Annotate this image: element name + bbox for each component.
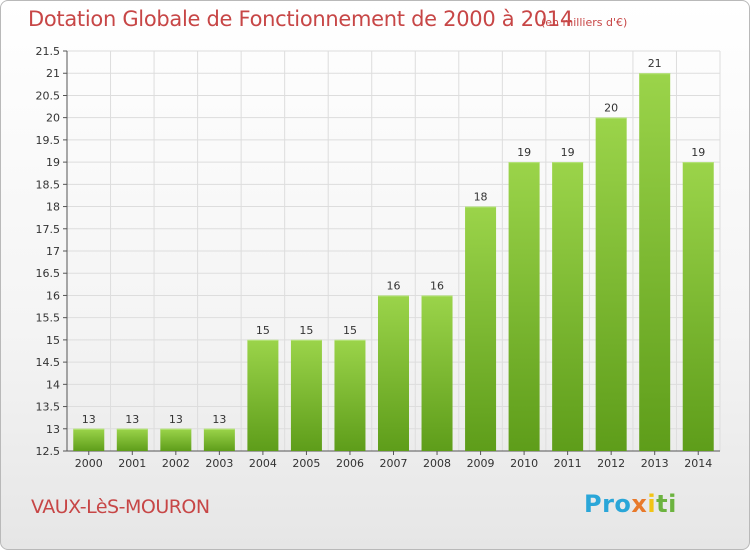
x-tick-label: 2014	[684, 457, 712, 470]
labels: 12.5 13 13.5 14 14.5 15 15.5 16 16.5 17 17.5 18 18.5…	[36, 45, 713, 470]
bars	[73, 73, 714, 452]
x-tick-label: 2010	[510, 457, 538, 470]
x-tick-label: 2007	[380, 457, 408, 470]
logo-part-2: x	[631, 490, 648, 518]
bar	[595, 117, 627, 452]
x-tick-label: 2012	[597, 457, 625, 470]
x-tick-label: 2002	[162, 457, 190, 470]
bar-value-label: 13	[169, 413, 183, 426]
bar-value-label: 19	[561, 146, 575, 159]
y-tick-label: 20.5	[36, 89, 61, 102]
proxiti-logo[interactable]: Proxiti	[584, 490, 677, 518]
bar	[290, 339, 322, 451]
y-tick-label: 16.5	[36, 267, 61, 280]
y-tick-label: 12.5	[36, 445, 61, 458]
bar-value-label: 16	[430, 279, 444, 292]
bar-value-label: 18	[474, 191, 488, 204]
bar	[639, 73, 671, 451]
x-tick-label: 2008	[423, 457, 451, 470]
y-tick-label: 20	[46, 112, 60, 125]
bar-value-label: 16	[387, 279, 401, 292]
bar	[203, 428, 235, 451]
y-tick-label: 13	[46, 423, 60, 436]
bar-value-label: 15	[343, 324, 357, 337]
y-tick-label: 18.5	[36, 178, 61, 191]
logo-part-3: i	[647, 490, 657, 518]
y-tick-label: 13.5	[36, 401, 61, 414]
x-tick-label: 2001	[118, 457, 146, 470]
bar	[378, 295, 409, 451]
bar-value-label: 15	[299, 324, 313, 337]
bar	[465, 206, 497, 451]
commune-name: VAUX-LèS-MOURON	[31, 496, 210, 518]
bar	[160, 428, 192, 451]
x-tick-label: 2003	[205, 457, 233, 470]
bar	[508, 162, 540, 451]
chart-subtitle: (en milliers d'€)	[541, 16, 628, 29]
x-tick-label: 2009	[467, 457, 495, 470]
bar	[116, 428, 148, 451]
bar-value-label: 21	[648, 57, 662, 70]
x-tick-label: 2011	[554, 457, 582, 470]
x-tick-label: 2004	[249, 457, 277, 470]
y-tick-label: 18	[46, 201, 60, 214]
bar	[682, 162, 714, 451]
x-tick-label: 2005	[292, 457, 320, 470]
y-tick-label: 16	[46, 289, 60, 302]
bar	[552, 162, 584, 451]
x-tick-label: 2013	[641, 457, 669, 470]
bar-value-label: 15	[256, 324, 270, 337]
y-tick-label: 21.5	[36, 45, 61, 58]
y-tick-label: 14	[46, 378, 60, 391]
bar-value-label: 13	[82, 413, 96, 426]
logo-part-4: ti	[656, 490, 677, 518]
y-tick-label: 14.5	[36, 356, 61, 369]
bar-value-label: 13	[125, 413, 139, 426]
y-tick-label: 19	[46, 156, 60, 169]
bar	[247, 339, 279, 451]
x-tick-label: 2006	[336, 457, 364, 470]
logo-part-1: Pro	[584, 490, 632, 518]
x-tick-label: 2000	[75, 457, 103, 470]
bar	[334, 339, 366, 451]
bar-value-label: 20	[604, 102, 618, 115]
bar-value-label: 19	[691, 146, 705, 159]
bar	[73, 428, 105, 451]
y-tick-label: 17	[46, 245, 60, 258]
chart-title: Dotation Globale de Fonctionnement de 20…	[28, 7, 573, 31]
bar	[421, 295, 453, 451]
bar-value-label: 19	[517, 146, 531, 159]
bar-value-label: 13	[212, 413, 226, 426]
y-tick-label: 15	[46, 334, 60, 347]
y-tick-label: 15.5	[36, 312, 61, 325]
y-tick-label: 19.5	[36, 134, 61, 147]
y-tick-label: 21	[46, 67, 60, 80]
y-tick-label: 17.5	[36, 223, 61, 236]
